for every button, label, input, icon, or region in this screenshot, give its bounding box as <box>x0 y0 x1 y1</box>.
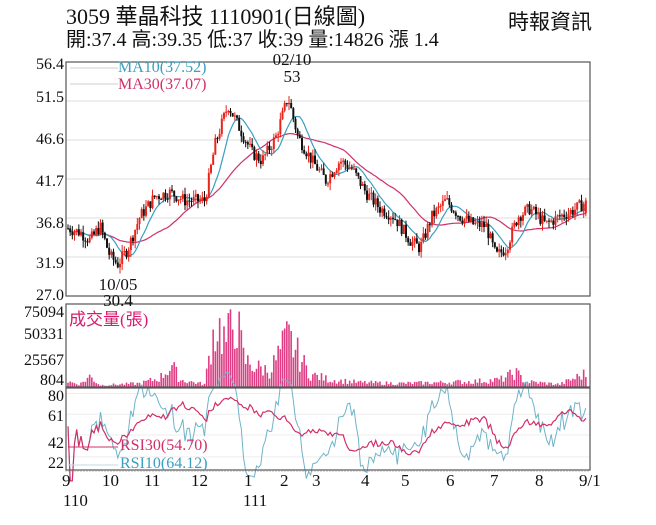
x-tick: 5 <box>401 471 410 490</box>
rsi-tick: 22 <box>48 455 64 472</box>
year-label: 110 <box>63 491 88 510</box>
year-label: 111 <box>243 491 268 510</box>
rsi-tick: 80 <box>48 388 64 405</box>
rsi-tick: 61 <box>48 408 64 425</box>
ohlc-summary: 開:37.4 高:39.35 低:37 收:39 量:14826 漲 1.4 <box>66 29 439 51</box>
rsi30-legend: RSI30(54.70) <box>120 437 208 454</box>
x-tick: 3 <box>312 471 321 490</box>
rsi-tick: 42 <box>48 435 64 452</box>
chart-title: 3059 華晶科技 1110901(日線圖) <box>66 4 366 29</box>
x-tick: 9/1 <box>579 471 601 490</box>
volume-tick: 50331 <box>24 326 64 343</box>
high-date-annotation: 02/10 <box>272 50 312 69</box>
price-tick: 46.6 <box>36 131 64 148</box>
x-tick: 1 <box>244 471 253 490</box>
x-tick: 10 <box>102 471 119 490</box>
price-tick: 41.7 <box>36 173 64 190</box>
x-tick: 6 <box>446 471 455 490</box>
price-tick: 56.4 <box>36 56 64 73</box>
volume-tick: 75094 <box>24 304 64 321</box>
volume-tick: 804 <box>40 372 64 389</box>
x-tick: 4 <box>361 471 370 490</box>
low-value-annotation: 30.4 <box>103 291 133 310</box>
x-tick: 8 <box>535 471 544 490</box>
price-tick: 27.0 <box>36 287 64 304</box>
high-value-annotation: 53 <box>283 67 301 86</box>
price-tick: 31.9 <box>36 255 64 272</box>
x-tick: 2 <box>280 471 289 490</box>
volume-label: 成交量(張) <box>69 310 149 329</box>
x-tick: 7 <box>490 471 499 490</box>
source-label: 時報資訊 <box>508 10 592 34</box>
ma30-legend: MA30(37.07) <box>118 76 207 93</box>
x-tick: 11 <box>144 471 161 490</box>
x-tick: 9 <box>62 471 71 490</box>
ma10-legend: MA10(37.52) <box>118 59 207 76</box>
volume-tick: 25567 <box>24 352 64 369</box>
rsi10-legend: RSI10(64.12) <box>120 455 208 472</box>
x-tick: 12 <box>191 471 208 490</box>
price-tick: 51.5 <box>36 89 64 106</box>
price-tick: 36.8 <box>36 215 64 232</box>
low-date-annotation: 10/05 <box>98 275 138 294</box>
